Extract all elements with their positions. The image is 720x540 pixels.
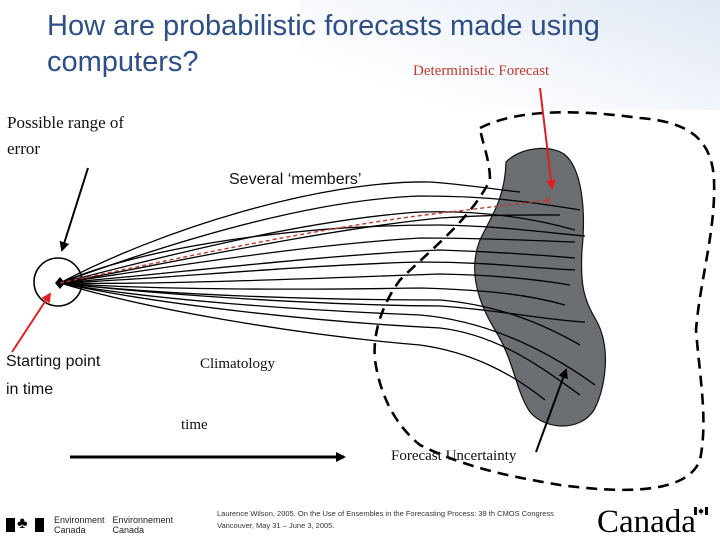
dept-en-line-1: Environment <box>54 515 105 525</box>
deterministic-arrow <box>539 87 557 190</box>
dept-fr-line-1: Environnement <box>112 515 174 525</box>
starting-point-arrow <box>11 292 52 353</box>
canada-wordmark: Canada <box>597 504 696 540</box>
possible-range-label: Possible range of error <box>7 110 124 162</box>
title-line-2: computers? <box>47 46 199 78</box>
several-members-label: Several ‘members’ <box>229 171 362 188</box>
starting-point-line-2: in time <box>6 381 54 398</box>
climatology-label: Climatology <box>200 356 275 372</box>
possible-range-line-2: error <box>7 139 41 158</box>
forecast-uncertainty-region <box>474 147 606 427</box>
citation-line-1: Laurence Wilson, 2005. On the Use of Ens… <box>217 509 554 518</box>
dept-english: Environment Canada <box>54 515 105 535</box>
header-background <box>300 0 720 110</box>
slide-title: How are probabilistic forecasts made usi… <box>47 8 600 80</box>
starting-point-line-1: Starting point <box>6 353 101 370</box>
climatology-envelope <box>373 111 716 492</box>
deterministic-x-marker: x <box>545 192 552 207</box>
citation-line-2: Vancouver, May 31 – June 3, 2005. <box>217 521 335 530</box>
dept-fr-line-2: Canada <box>112 525 145 535</box>
forecast-uncertainty-arrow <box>535 368 568 453</box>
title-line-1: How are probabilistic forecasts made usi… <box>47 10 600 42</box>
deterministic-forecast-label: Deterministic Forecast <box>413 63 550 79</box>
deterministic-forecast-path <box>59 199 551 284</box>
possible-range-line-1: Possible range of <box>7 113 125 132</box>
range-of-error-arrow <box>59 167 89 252</box>
canada-flag-icon: ♣ <box>6 515 44 532</box>
starting-point-label: Starting point in time <box>6 348 100 404</box>
citation: Laurence Wilson, 2005. On the Use of Ens… <box>217 508 554 532</box>
dept-french: Environnement Canada <box>113 515 174 535</box>
time-label: time <box>181 417 208 433</box>
dept-en-line-2: Canada <box>54 525 86 535</box>
environment-canada-logo: ♣ Environment Canada Environnement Canad… <box>6 514 173 536</box>
wordmark-flag-icon <box>694 507 708 515</box>
forecast-uncertainty-label: Forecast Uncertainty <box>391 448 517 464</box>
ensemble-members <box>59 181 596 401</box>
